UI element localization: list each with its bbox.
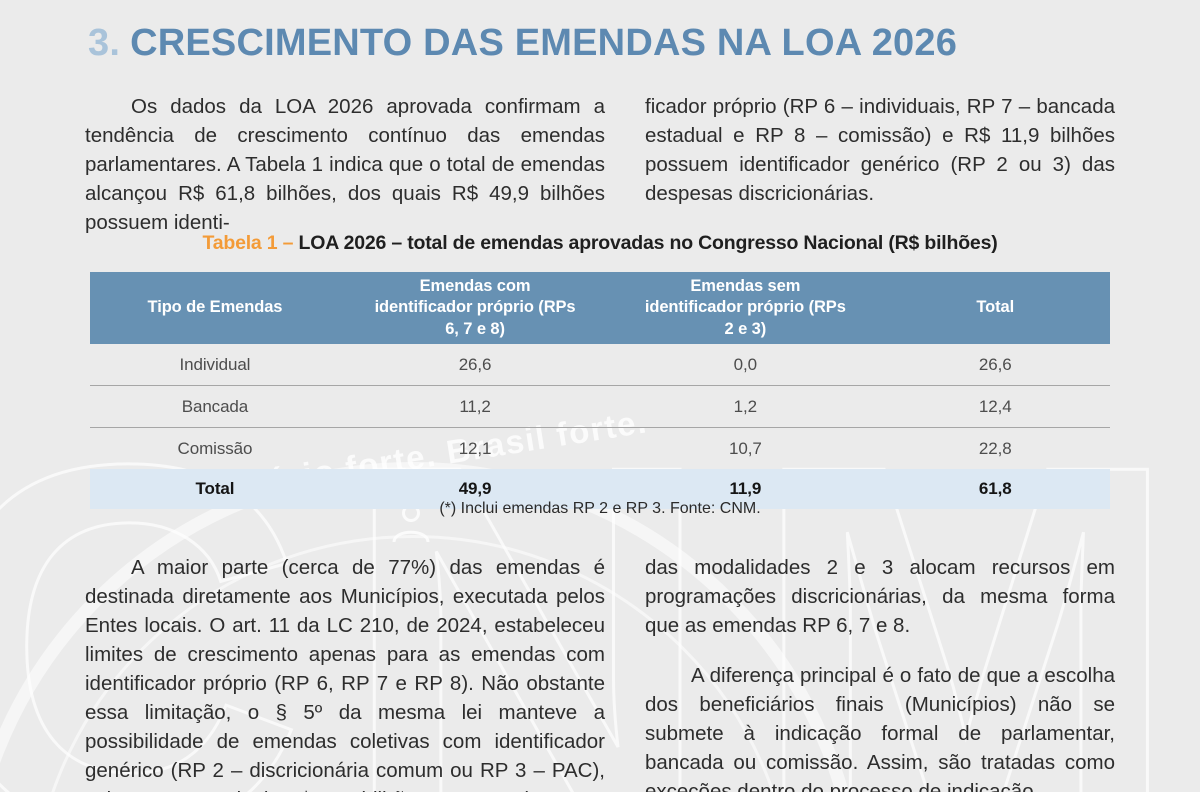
table-cell: 26,6 (880, 344, 1110, 387)
table-caption: Tabela 1 – LOA 2026 – total de emendas a… (0, 232, 1200, 255)
intro-paragraphs: Os dados da LOA 2026 aprovada confirmam … (85, 92, 1115, 237)
section-title-text: CRESCIMENTO DAS EMENDAS NA LOA 2026 (130, 22, 958, 64)
table-row-comissao: Comissão 12,1 10,7 22,8 (90, 428, 1110, 470)
table-cell: 12,1 (458, 438, 492, 458)
column-header-sem-identificador: Emendas sem identificador próprio (RPs 2… (610, 272, 881, 345)
row-label: Comissão (177, 438, 253, 458)
table-cell: 0,0 (610, 344, 881, 387)
table-row-individual: Individual 26,6 0,0 26,6 (90, 344, 1110, 387)
column-header-com-identificador: Emendas com identificador próprio (RPs 6… (339, 272, 611, 345)
section-title: 3. CRESCIMENTO DAS EMENDAS NA LOA 2026 (88, 22, 957, 65)
row-label: Total (90, 469, 340, 510)
row-label: Individual (90, 344, 340, 387)
table-cell: 1,2 (610, 385, 881, 429)
table-cell: 10,7 (728, 438, 762, 458)
table-cell: 49,9 (339, 469, 611, 510)
table-total-row: Total 49,9 11,9 61,8 (90, 469, 1110, 510)
intro-left-column: Os dados da LOA 2026 aprovada confirmam … (85, 95, 605, 234)
intro-right-column: ficador próprio (RP 6 – individuais, RP … (645, 95, 1115, 205)
body-right-paragraph-1: das modalidades 2 e 3 alocam recursos em… (645, 556, 1115, 637)
table-cell: 22,8 (978, 438, 1012, 458)
table-cell: 11,2 (339, 385, 611, 429)
body-left-column: A maior parte (cerca de 77%) das emendas… (85, 556, 605, 792)
emendas-table-container: Tipo de Emendas Emendas com identificado… (90, 272, 1110, 510)
table-cell: 26,6 (339, 344, 611, 387)
column-header-total: Total (880, 272, 1110, 345)
body-paragraphs: A maior parte (cerca de 77%) das emendas… (85, 553, 1115, 792)
section-number: 3. (88, 22, 121, 64)
body-right-column: das modalidades 2 e 3 alocam recursos em… (645, 553, 1115, 792)
emendas-table: Tipo de Emendas Emendas com identificado… (90, 272, 1110, 510)
column-header-tipo: Tipo de Emendas (90, 272, 340, 345)
table-footnote: (*) Inclui emendas RP 2 e RP 3. Fonte: C… (439, 500, 761, 517)
table-caption-text: LOA 2026 – total de emendas aprovadas no… (298, 232, 998, 254)
body-right-paragraph-2: A diferença principal é o fato de que a … (645, 664, 1115, 792)
table-cell: 12,4 (880, 385, 1110, 429)
table-header-row: Tipo de Emendas Emendas com identificado… (90, 272, 1110, 345)
table-cell: 61,8 (880, 469, 1110, 510)
table-row-bancada: Bancada 11,2 1,2 12,4 (90, 385, 1110, 429)
table-cell: 11,9 (610, 469, 881, 510)
table-caption-label: Tabela 1 – (202, 232, 294, 254)
row-label: Bancada (90, 385, 340, 429)
